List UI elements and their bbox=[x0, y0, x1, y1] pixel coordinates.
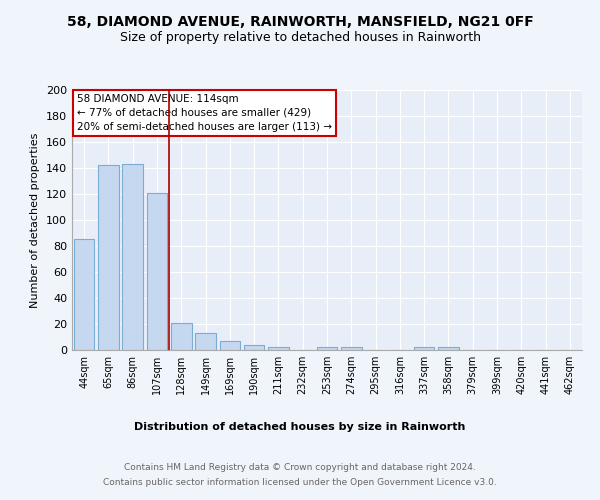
Bar bbox=[414, 348, 434, 350]
Bar bbox=[195, 333, 216, 350]
Bar bbox=[171, 322, 191, 350]
Text: 58 DIAMOND AVENUE: 114sqm
← 77% of detached houses are smaller (429)
20% of semi: 58 DIAMOND AVENUE: 114sqm ← 77% of detac… bbox=[77, 94, 332, 132]
Bar bbox=[438, 348, 459, 350]
Bar bbox=[122, 164, 143, 350]
Bar bbox=[98, 166, 119, 350]
Bar bbox=[341, 348, 362, 350]
Text: Distribution of detached houses by size in Rainworth: Distribution of detached houses by size … bbox=[134, 422, 466, 432]
Text: 58, DIAMOND AVENUE, RAINWORTH, MANSFIELD, NG21 0FF: 58, DIAMOND AVENUE, RAINWORTH, MANSFIELD… bbox=[67, 16, 533, 30]
Bar bbox=[220, 341, 240, 350]
Bar bbox=[146, 192, 167, 350]
Bar bbox=[268, 348, 289, 350]
Text: Contains public sector information licensed under the Open Government Licence v3: Contains public sector information licen… bbox=[103, 478, 497, 487]
Text: Size of property relative to detached houses in Rainworth: Size of property relative to detached ho… bbox=[119, 31, 481, 44]
Bar bbox=[317, 348, 337, 350]
Y-axis label: Number of detached properties: Number of detached properties bbox=[31, 132, 40, 308]
Text: Contains HM Land Registry data © Crown copyright and database right 2024.: Contains HM Land Registry data © Crown c… bbox=[124, 463, 476, 472]
Bar bbox=[244, 345, 265, 350]
Bar bbox=[74, 240, 94, 350]
